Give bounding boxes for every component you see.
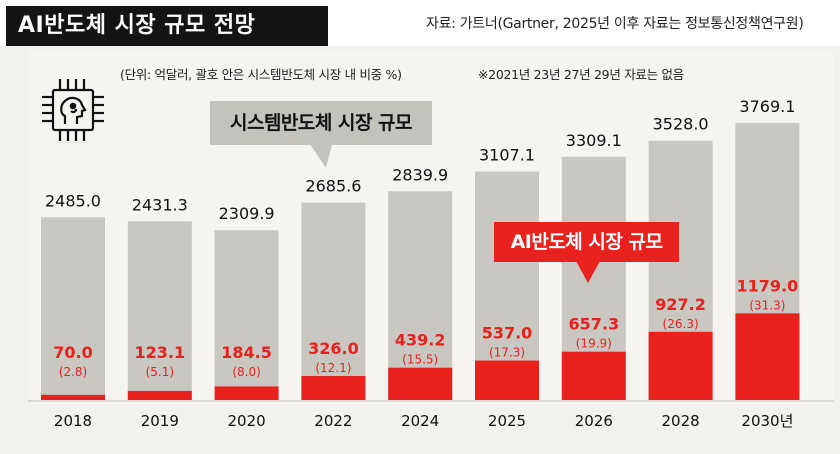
ai-share-label-2026: (19.9): [576, 337, 612, 351]
ai-value-label-2020: 184.5: [221, 343, 272, 362]
x-tick-label-2030년: 2030년: [741, 412, 793, 430]
system-bar-2020: [214, 230, 279, 400]
ai-value-label-2030년: 1179.0: [737, 276, 799, 295]
ai-chip-icon: [42, 79, 104, 141]
x-tick-label-2018: 2018: [54, 412, 92, 430]
ai-value-label-2018: 70.0: [53, 343, 92, 362]
system-value-label-2018: 2485.0: [45, 191, 101, 210]
ai-bar-2028: [648, 331, 713, 400]
system-value-label-2028: 3528.0: [653, 115, 709, 134]
system-value-label-2020: 2309.9: [219, 204, 275, 223]
system-bar-2019: [127, 221, 192, 400]
ai-share-label-2018: (2.8): [59, 365, 87, 379]
ai-share-label-2024: (15.5): [402, 353, 438, 367]
x-tick-label-2024: 2024: [401, 412, 439, 430]
system-value-label-2026: 3309.1: [566, 131, 622, 150]
ai-label-pointer: [576, 261, 600, 283]
system-bar-2018: [41, 217, 105, 400]
ai-share-label-2028: (26.3): [663, 317, 699, 331]
x-tick-label-2019: 2019: [141, 412, 179, 430]
ai-bar-2024: [388, 367, 453, 400]
ai-value-label-2019: 123.1: [134, 343, 185, 362]
x-tick-label-2020: 2020: [228, 412, 266, 430]
chart-title: AI반도체 시장 규모 전망: [6, 6, 328, 46]
ai-bar-2022: [301, 376, 366, 400]
x-tick-label-2026: 2026: [575, 412, 613, 430]
ai-share-label-2022: (12.1): [315, 361, 351, 375]
system-bar-2024: [388, 191, 453, 400]
x-tick-label-2028: 2028: [662, 412, 700, 430]
ai-semiconductor-series-label: AI반도체 시장 규모: [494, 222, 679, 262]
ai-value-label-2024: 439.2: [395, 331, 446, 350]
ai-share-label-2019: (5.1): [146, 365, 174, 379]
source-note: 자료: 가트너(Gartner, 2025년 이후 자료는 정보통신정책연구원): [426, 16, 804, 32]
system-semiconductor-series-label: 시스템반도체 시장 규모: [210, 101, 432, 145]
ai-bar-2020: [214, 386, 279, 400]
x-tick-label-2022: 2022: [314, 412, 352, 430]
missing-data-note: ※2021년 23년 27년 29년 자료는 없음: [478, 67, 684, 82]
ai-bar-2030년: [735, 313, 800, 400]
ai-share-label-2025: (17.3): [489, 346, 525, 360]
system-value-label-2024: 2839.9: [392, 165, 448, 184]
system-label-pointer: [310, 144, 332, 168]
ai-bar-2018: [41, 394, 105, 400]
ai-value-label-2026: 657.3: [568, 315, 619, 334]
ai-value-label-2022: 326.0: [308, 339, 359, 358]
ai-share-label-2020: (8.0): [232, 365, 260, 379]
system-value-label-2022: 2685.6: [305, 177, 361, 196]
ai-value-label-2028: 927.2: [655, 295, 706, 314]
unit-note: (단위: 억달러, 괄호 안은 시스템반도체 시장 내 비중 %): [120, 67, 402, 82]
x-tick-label-2025: 2025: [488, 412, 526, 430]
ai-value-label-2025: 537.0: [482, 324, 533, 343]
ai-share-label-2030년: (31.3): [749, 298, 785, 312]
system-value-label-2019: 2431.3: [132, 195, 188, 214]
ai-bar-2019: [127, 390, 192, 400]
ai-bar-2025: [475, 360, 539, 400]
ai-bar-2026: [561, 351, 626, 400]
system-value-label-2025: 3107.1: [479, 146, 535, 165]
system-value-label-2030년: 3769.1: [739, 97, 795, 116]
system-bar-2022: [301, 202, 366, 400]
